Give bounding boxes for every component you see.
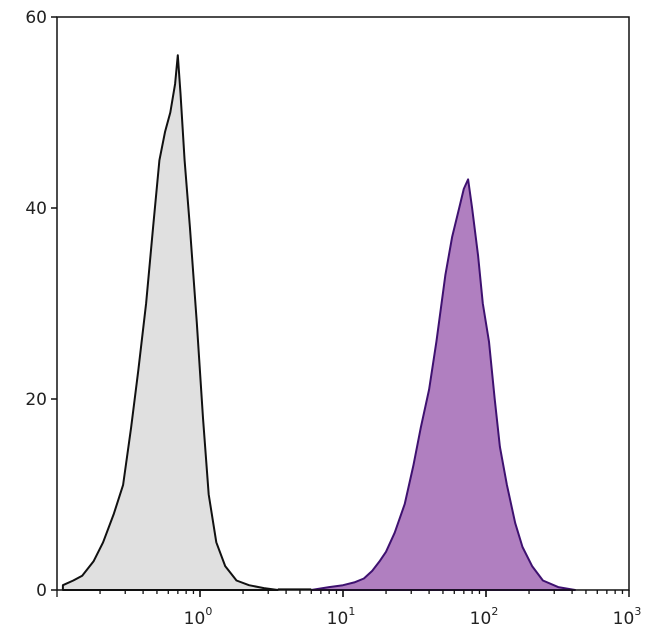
- x-tick-exponent: 3: [634, 605, 641, 618]
- y-tick-label: 60: [25, 8, 47, 28]
- x-tick-label: 101: [327, 605, 356, 629]
- histogram-series-1: [61, 54, 279, 591]
- x-tick-exponent: 0: [205, 605, 212, 618]
- y-tick-label: 20: [25, 390, 47, 410]
- x-tick-label: 103: [613, 605, 642, 629]
- x-tick-label: 102: [470, 605, 499, 629]
- histogram-series-2: [310, 178, 577, 591]
- x-tick-label: 100: [184, 605, 213, 629]
- y-tick-label: 0: [36, 581, 47, 601]
- x-tick-exponent: 2: [491, 605, 498, 618]
- y-tick-label: 40: [25, 199, 47, 219]
- x-tick-exponent: 1: [348, 605, 355, 618]
- plot-area: [61, 54, 577, 591]
